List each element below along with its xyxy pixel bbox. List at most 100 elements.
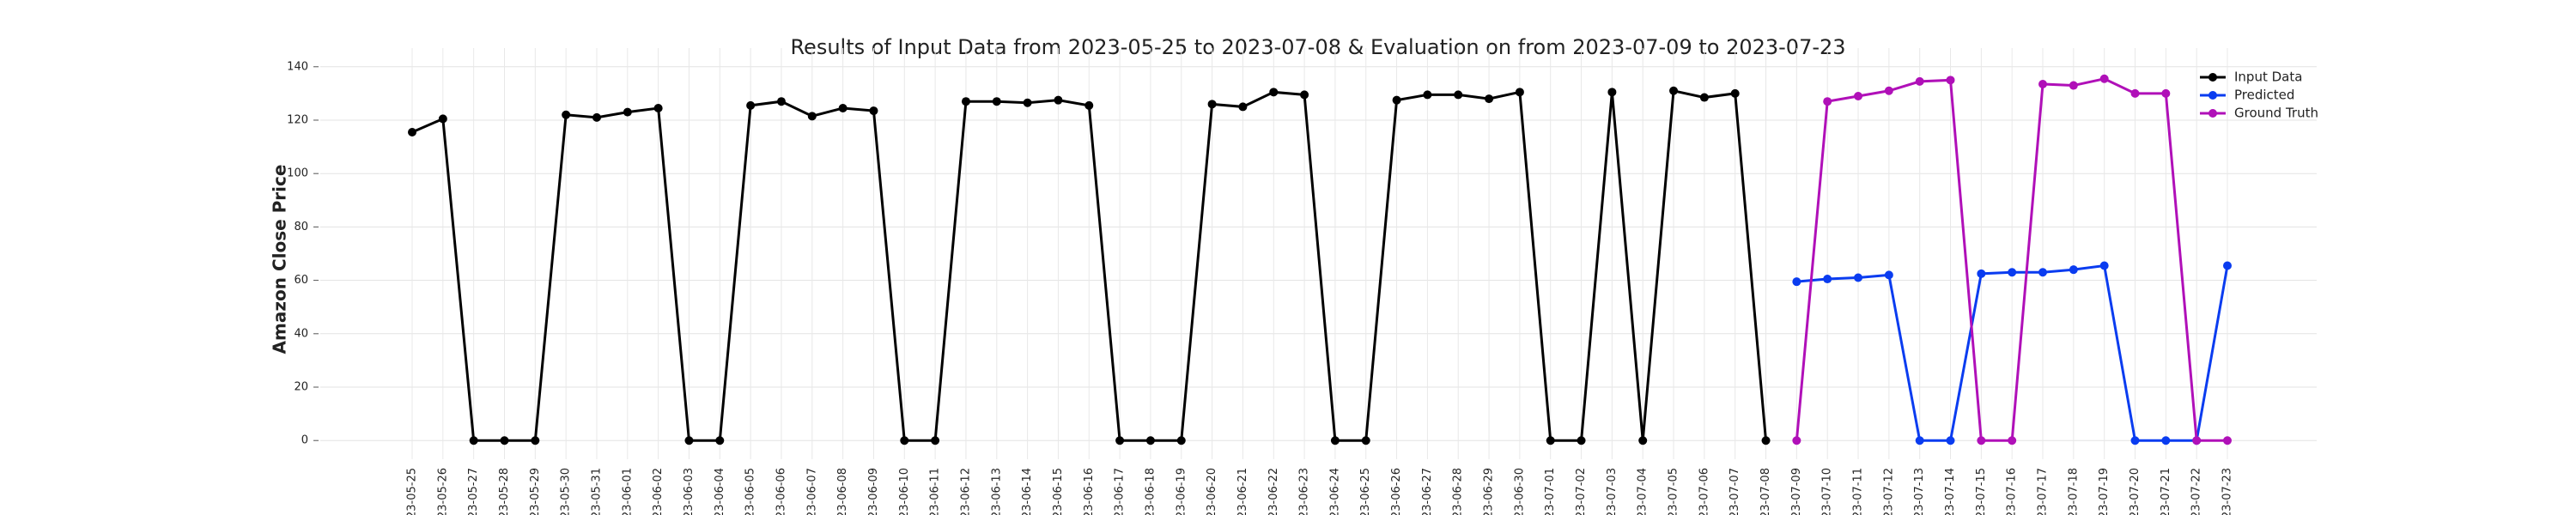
data-point — [1915, 76, 1924, 86]
data-point — [1238, 102, 1248, 112]
data-point — [438, 114, 447, 124]
data-point — [1454, 90, 1463, 100]
data-point — [992, 97, 1001, 106]
x-tick-label: 2023-06-26 — [1390, 468, 1403, 515]
y-tick-label: 20 — [294, 381, 308, 394]
x-tick-label: 2023-06-18 — [1144, 468, 1157, 515]
data-point — [1607, 88, 1617, 97]
x-tick-label: 2023-06-07 — [805, 468, 818, 515]
x-tick-label: 2023-05-25 — [406, 468, 419, 515]
data-point — [2223, 261, 2232, 270]
data-point — [1884, 86, 1893, 95]
x-tick-label: 2023-07-02 — [1575, 468, 1588, 515]
data-point — [807, 112, 817, 121]
data-point — [592, 112, 601, 122]
x-tick-label: 2023-07-13 — [1913, 468, 1926, 515]
data-point — [1638, 436, 1648, 445]
x-tick-label: 2023-06-02 — [652, 468, 665, 515]
y-ticks: 0 20 40 60 80 100 120 140 2023-05-25 2023-05-26 20… — [287, 48, 2317, 515]
y-tick-label: 80 — [294, 221, 308, 233]
x-tick-label: 2023-07-03 — [1606, 468, 1619, 515]
x-tick-label: 2023-07-09 — [1790, 468, 1803, 515]
data-point — [623, 107, 632, 117]
data-point — [1207, 100, 1217, 109]
data-point — [1946, 436, 1955, 445]
legend-label: Ground Truth — [2234, 106, 2318, 121]
x-tick-label: 2023-06-28 — [1452, 468, 1465, 515]
data-point — [1546, 436, 1555, 445]
data-point — [1330, 436, 1340, 445]
x-tick-label: 2023-06-08 — [836, 468, 849, 515]
x-tick-label: 2023-06-04 — [714, 468, 726, 515]
x-tick-label: 2023-06-13 — [990, 468, 1003, 515]
y-tick-label: 120 — [287, 113, 308, 126]
x-tick-label: 2023-06-09 — [867, 468, 880, 515]
data-point — [2099, 261, 2109, 270]
x-tick-label: 2023-06-20 — [1206, 468, 1218, 515]
data-point — [1176, 436, 1186, 445]
data-point — [469, 436, 478, 445]
x-tick-label: 2023-06-05 — [744, 468, 757, 515]
data-point — [1946, 76, 1955, 85]
data-point — [408, 127, 416, 136]
data-point — [1515, 88, 1524, 97]
x-tick-label: 2023-05-30 — [560, 468, 573, 515]
x-tick-label: 2023-06-06 — [775, 468, 787, 515]
data-point — [1485, 94, 1494, 104]
data-point — [1392, 95, 1401, 105]
data-point — [531, 436, 540, 445]
x-tick-label: 2023-06-25 — [1359, 468, 1372, 515]
x-tick-label: 2023-07-08 — [1759, 468, 1772, 515]
data-point — [2069, 81, 2078, 90]
x-tick-label: 2023-07-05 — [1668, 468, 1680, 515]
x-tick-label: 2023-06-14 — [1021, 468, 1034, 515]
x-tick-label: 2023-05-31 — [590, 468, 603, 515]
x-tick-label: 2023-06-22 — [1267, 468, 1280, 515]
data-point — [1115, 436, 1125, 445]
data-point — [1084, 100, 1094, 110]
data-point — [1823, 275, 1832, 284]
x-tick-label: 2023-07-04 — [1637, 468, 1649, 515]
x-tick-label: 2023-07-23 — [2221, 468, 2234, 515]
x-tick-label: 2023-07-18 — [2067, 468, 2080, 515]
data-point — [1669, 86, 1679, 95]
x-tick-label: 2023-06-16 — [1083, 468, 1096, 515]
x-tick-label: 2023-07-06 — [1698, 468, 1710, 515]
data-point — [2161, 436, 2171, 445]
legend-label: Input Data — [2234, 70, 2302, 85]
data-point — [1577, 436, 1586, 445]
x-tick-label: 2023-06-12 — [959, 468, 972, 515]
data-point — [1023, 98, 1032, 107]
x-tick-label: 2023-06-11 — [929, 468, 942, 515]
data-point — [1423, 90, 1432, 100]
data-point — [1730, 88, 1740, 98]
data-point — [1792, 277, 1801, 287]
x-tick-label: 2023-07-21 — [2160, 468, 2172, 515]
x-tick-label: 2023-07-20 — [2129, 468, 2142, 515]
legend-label: Predicted — [2234, 88, 2294, 103]
x-tick-label: 2023-07-11 — [1852, 468, 1865, 515]
x-tick-label: 2023-07-17 — [2037, 468, 2050, 515]
legend-marker — [2208, 91, 2217, 100]
data-point — [1269, 88, 1279, 97]
data-point — [931, 436, 940, 445]
y-axis-label: Amazon Close Price — [270, 165, 290, 354]
y-tick-label: 40 — [294, 327, 308, 340]
data-point — [1854, 273, 1863, 282]
data-point — [1145, 436, 1155, 445]
x-tick-label: 2023-07-01 — [1544, 468, 1557, 515]
data-point — [2008, 268, 2017, 277]
data-point — [838, 103, 848, 112]
x-tick-label: 2023-05-28 — [498, 468, 511, 515]
data-point — [869, 106, 878, 116]
x-tick-label: 2023-07-15 — [1975, 468, 1988, 515]
legend-marker — [2208, 109, 2217, 118]
data-point — [2038, 79, 2048, 88]
y-tick-label: 0 — [301, 434, 308, 447]
x-tick-label: 2023-06-17 — [1114, 468, 1127, 515]
y-tick-label: 60 — [294, 274, 308, 287]
data-point — [2069, 265, 2078, 275]
data-point — [653, 103, 663, 112]
data-point — [1854, 91, 1863, 100]
